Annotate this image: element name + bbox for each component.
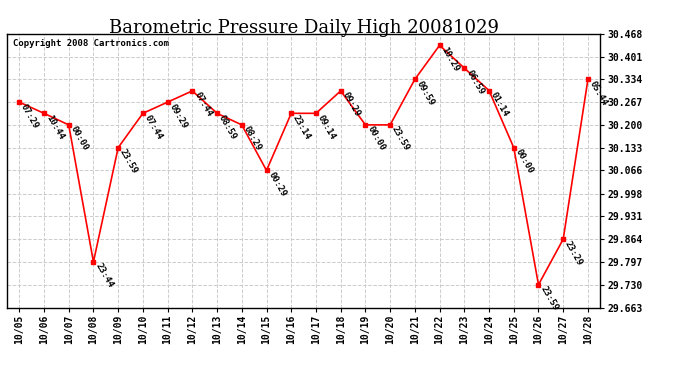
Text: 09:14: 09:14 [316,113,337,141]
Text: Barometric Pressure Daily High 20081029: Barometric Pressure Daily High 20081029 [108,19,499,37]
Text: 23:14: 23:14 [291,113,313,141]
Text: 01:14: 01:14 [489,90,511,118]
Text: 10:29: 10:29 [440,45,461,73]
Text: 00:00: 00:00 [514,148,535,176]
Text: 09:29: 09:29 [168,102,189,130]
Text: 09:29: 09:29 [341,91,362,118]
Text: 00:00: 00:00 [366,125,386,153]
Text: 10:44: 10:44 [44,113,66,141]
Text: 23:59: 23:59 [118,148,139,176]
Text: 23:44: 23:44 [93,262,115,290]
Text: 09:59: 09:59 [415,80,436,107]
Text: 07:29: 07:29 [19,102,41,130]
Text: 23:59: 23:59 [538,285,560,312]
Text: 23:59: 23:59 [390,125,411,153]
Text: 08:29: 08:29 [241,125,263,153]
Text: 00:29: 00:29 [266,171,288,198]
Text: 07:44: 07:44 [193,91,214,118]
Text: Copyright 2008 Cartronics.com: Copyright 2008 Cartronics.com [13,39,169,48]
Text: 23:29: 23:29 [563,239,584,267]
Text: 00:00: 00:00 [69,125,90,153]
Text: 05:44: 05:44 [588,80,609,107]
Text: 08:59: 08:59 [217,113,238,141]
Text: 07:44: 07:44 [143,113,164,141]
Text: 06:59: 06:59 [464,68,486,96]
